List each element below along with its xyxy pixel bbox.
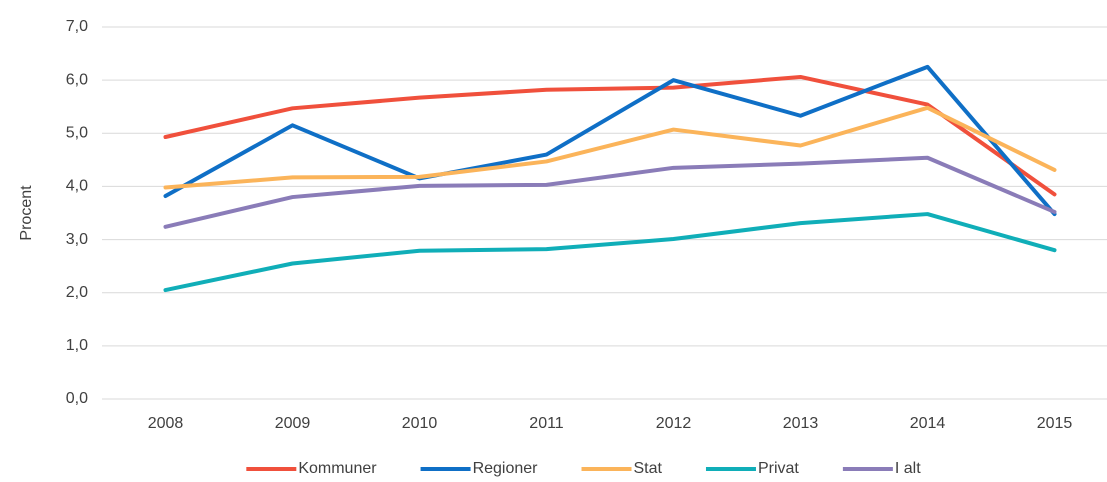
legend-label: Privat (758, 460, 799, 477)
x-tick-label: 2013 (783, 415, 819, 432)
y-tick-label: 7,0 (66, 18, 88, 35)
legend-label: I alt (895, 460, 921, 477)
y-tick-label: 1,0 (66, 337, 88, 354)
x-tick-label: 2009 (275, 415, 311, 432)
series-line (163, 64, 1057, 217)
y-tick-label: 0,0 (66, 390, 88, 407)
x-tick-label: 2011 (529, 415, 564, 432)
x-tick-label: 2008 (148, 415, 184, 432)
series-line (163, 105, 1057, 190)
legend-label: Regioner (473, 460, 539, 477)
legend-label: Kommuner (298, 460, 377, 477)
y-axis-label: Procent (18, 185, 35, 241)
y-tick-label: 6,0 (66, 71, 88, 88)
x-tick-label: 2015 (1037, 415, 1073, 432)
y-tick-label: 4,0 (66, 178, 88, 195)
x-tick-label: 2014 (910, 415, 946, 432)
series-line (163, 212, 1057, 293)
series-line (163, 155, 1057, 229)
series-line (163, 74, 1057, 197)
y-tick-label: 3,0 (66, 231, 88, 248)
x-tick-label: 2010 (402, 415, 438, 432)
y-tick-label: 2,0 (66, 284, 88, 301)
legend-label: Stat (634, 460, 663, 477)
x-tick-label: 2012 (656, 415, 692, 432)
y-tick-label: 5,0 (66, 125, 88, 142)
